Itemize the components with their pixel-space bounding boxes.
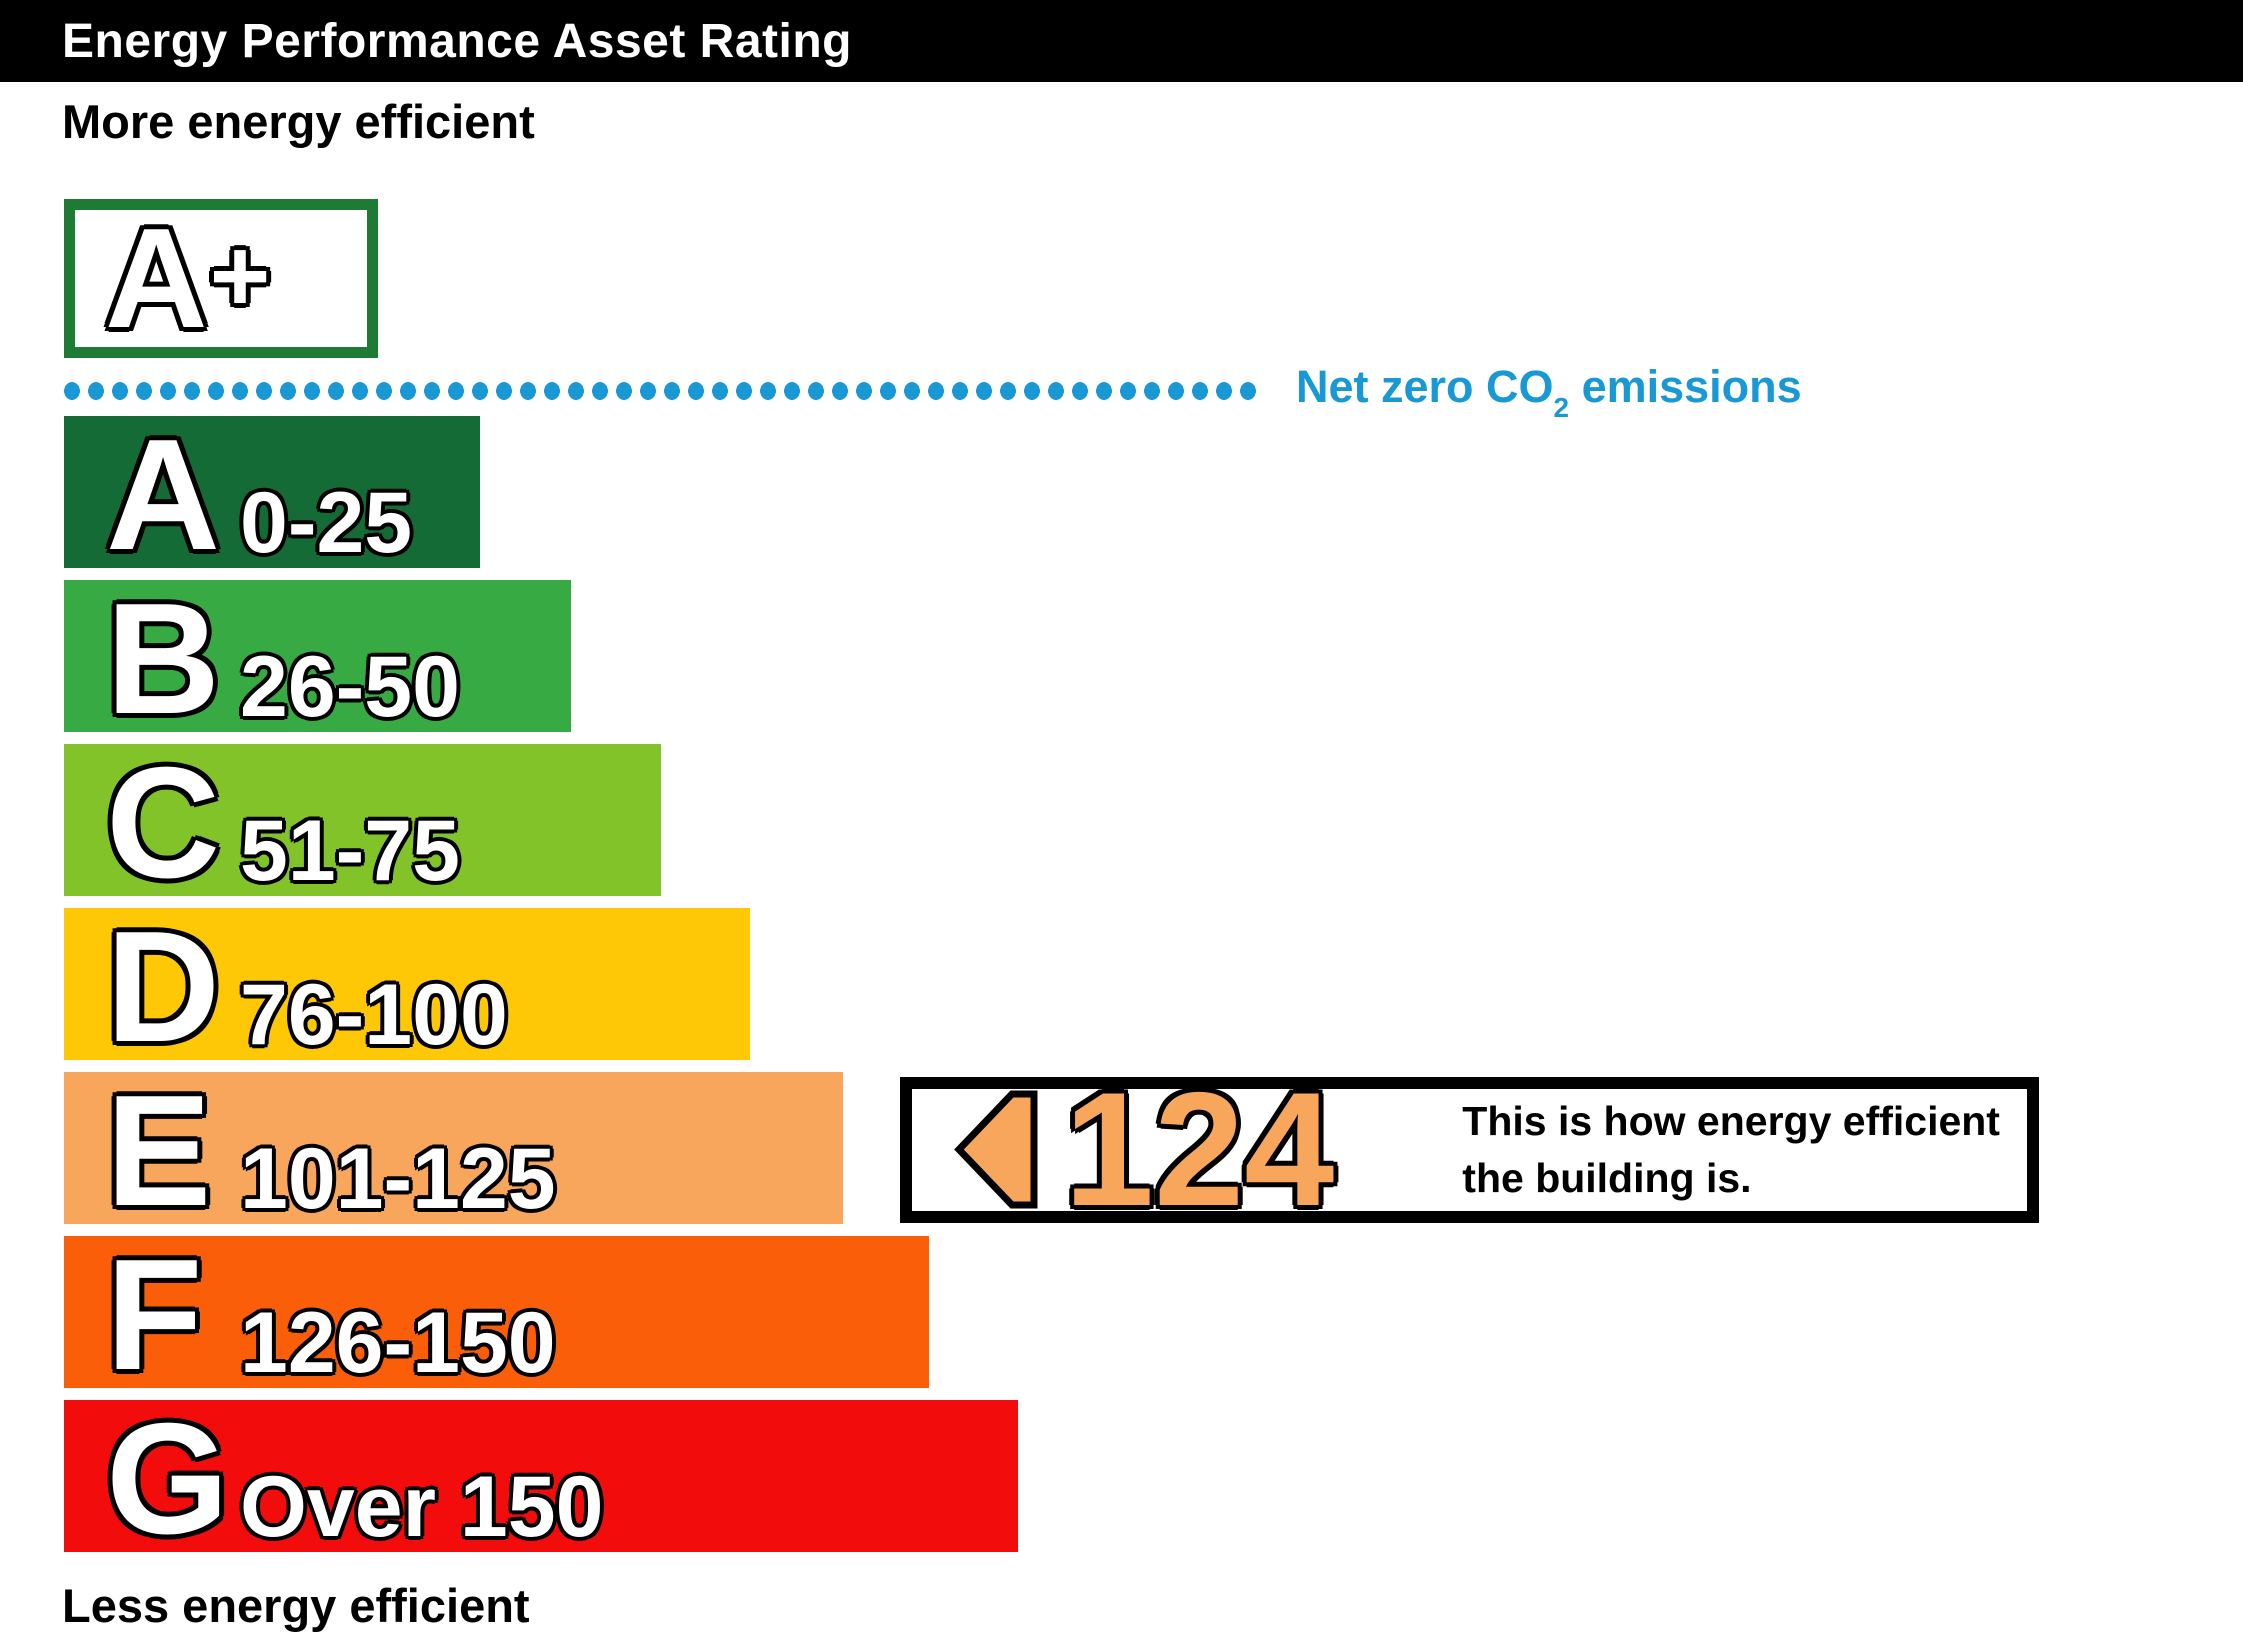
band-row-d: D 76-100 bbox=[64, 908, 750, 1066]
band-letter-b: B bbox=[106, 571, 221, 747]
co2-subscript: 2 bbox=[1553, 392, 1570, 424]
band-letter-c: C bbox=[106, 735, 221, 911]
left-arrow-icon bbox=[954, 1090, 1038, 1209]
page-title: Energy Performance Asset Rating bbox=[62, 14, 852, 68]
band-range-a: 0-25 bbox=[240, 475, 413, 571]
band-range-f: 126-150 bbox=[240, 1295, 556, 1391]
less-efficient-label: Less energy efficient bbox=[62, 1579, 530, 1632]
header-bar: Energy Performance Asset Rating bbox=[0, 0, 2243, 82]
band-row-e: E 101-125 bbox=[64, 1072, 843, 1230]
band-range-g: Over 150 bbox=[240, 1459, 604, 1555]
band-letter-g: G bbox=[106, 1391, 229, 1567]
band-row-c: C 51-75 bbox=[64, 744, 661, 902]
band-letter-f: F bbox=[106, 1227, 203, 1403]
caption-line-1: This is how energy efficient bbox=[1462, 1098, 2000, 1145]
band-letter-e: E bbox=[106, 1063, 212, 1239]
band-row-f: F 126-150 bbox=[64, 1236, 929, 1394]
current-rating-value: 124 bbox=[1064, 1059, 1335, 1240]
band-letter-d: D bbox=[106, 899, 221, 1075]
net-zero-label: Net zero CO2 emissions bbox=[1296, 361, 1802, 424]
caption-line-2: the building is. bbox=[1462, 1155, 1752, 1201]
band-row-b: B 26-50 bbox=[64, 580, 571, 738]
band-range-e: 101-125 bbox=[240, 1131, 556, 1227]
band-a-plus-letter: A+ bbox=[105, 198, 271, 358]
more-efficient-label: More energy efficient bbox=[62, 95, 535, 148]
band-row-a: A 0-25 bbox=[64, 416, 480, 574]
band-a-plus-box: A+ bbox=[64, 199, 378, 358]
band-range-b: 26-50 bbox=[240, 639, 460, 735]
net-zero-dotted-line bbox=[64, 382, 1264, 400]
band-range-c: 51-75 bbox=[240, 803, 460, 899]
plus-glyph: + bbox=[209, 217, 271, 334]
band-letter-a: A bbox=[106, 407, 221, 583]
band-range-d: 76-100 bbox=[240, 967, 508, 1063]
band-row-g: G Over 150 bbox=[64, 1400, 1018, 1558]
current-rating-box: 124 This is how energy efficient the bui… bbox=[900, 1069, 2039, 1231]
current-rating-caption: This is how energy efficient the buildin… bbox=[1462, 1093, 2000, 1206]
